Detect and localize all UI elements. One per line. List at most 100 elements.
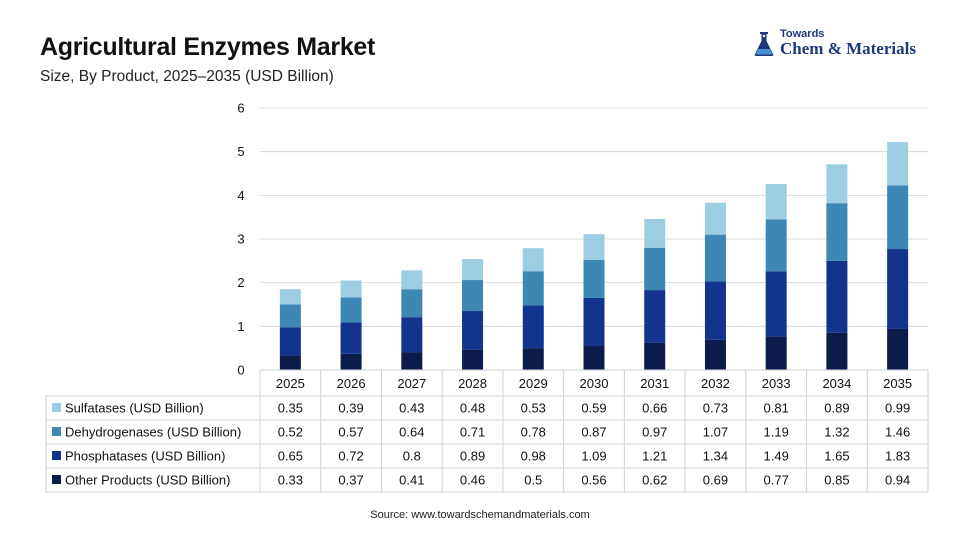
bar-segment xyxy=(887,249,909,329)
x-tick-label: 2025 xyxy=(276,376,305,391)
bar-segment xyxy=(583,234,605,260)
legend-label: Sulfatases (USD Billion) xyxy=(65,401,204,416)
bar-segment xyxy=(522,248,544,272)
table-cell: 0.89 xyxy=(460,449,485,464)
table-cell: 1.07 xyxy=(703,425,728,440)
table-cell: 0.66 xyxy=(642,401,667,416)
table-cell: 0.72 xyxy=(338,449,363,464)
bar-segment xyxy=(765,183,787,220)
table-cell: 0.8 xyxy=(403,449,421,464)
table-cell: 0.64 xyxy=(399,425,424,440)
table-cell: 0.33 xyxy=(278,473,303,488)
table-cell: 0.99 xyxy=(885,401,910,416)
bar-segment xyxy=(583,259,605,298)
legend-swatch xyxy=(52,475,61,484)
bars xyxy=(279,142,909,370)
table-cell: 0.71 xyxy=(460,425,485,440)
y-tick-label: 3 xyxy=(237,232,244,247)
bar-segment xyxy=(340,297,362,323)
table-cell: 1.34 xyxy=(703,449,728,464)
table-cell: 0.65 xyxy=(278,449,303,464)
table-cell: 0.98 xyxy=(521,449,546,464)
source-note: Source: www.towardschemandmaterials.com xyxy=(370,509,590,521)
legend-swatch xyxy=(52,427,61,436)
table-cell: 0.87 xyxy=(581,425,606,440)
table-cell: 0.59 xyxy=(581,401,606,416)
bar-segment xyxy=(583,345,605,370)
table-cell: 0.62 xyxy=(642,473,667,488)
x-tick-label: 2026 xyxy=(337,376,366,391)
table-cell: 0.73 xyxy=(703,401,728,416)
bar-segment xyxy=(522,271,544,306)
data-table: 2025 2026 2027 2028 2029 2030 2031 2032 2033 2034… xyxy=(45,369,929,493)
bar-segment xyxy=(826,203,848,261)
bar-segment xyxy=(887,142,909,186)
x-tick-label: 2030 xyxy=(580,376,609,391)
bar-segment xyxy=(401,289,423,318)
bar-segment xyxy=(644,247,666,291)
y-tick-label: 0 xyxy=(237,363,244,378)
flask-icon xyxy=(754,32,774,56)
table-cell: 0.37 xyxy=(338,473,363,488)
bar-segment xyxy=(644,218,666,248)
table-cell: 0.35 xyxy=(278,401,303,416)
x-tick-label: 2034 xyxy=(822,376,851,391)
y-tick-label: 5 xyxy=(237,144,244,159)
table-cell: 0.56 xyxy=(581,473,606,488)
y-tick-label: 2 xyxy=(237,275,244,290)
bar-segment xyxy=(279,289,301,305)
table-cell: 0.89 xyxy=(824,401,849,416)
y-tick-label: 6 xyxy=(237,101,244,116)
table-cell: 1.19 xyxy=(764,425,789,440)
table-cell: 0.46 xyxy=(460,473,485,488)
x-tick-label: 2031 xyxy=(640,376,669,391)
chart-subtitle: Size, By Product, 2025–2035 (USD Billion… xyxy=(40,68,334,85)
brand-logo: Towards Chem & Materials xyxy=(752,28,932,62)
x-tick-label: 2032 xyxy=(701,376,730,391)
bar-segment xyxy=(704,234,726,282)
table-cell: 1.09 xyxy=(581,449,606,464)
table-cell: 1.32 xyxy=(824,425,849,440)
bar-segment xyxy=(279,355,301,370)
bar-segment xyxy=(462,349,484,370)
bar-segment xyxy=(704,202,726,235)
bar-segment xyxy=(583,297,605,346)
table-cell: 0.48 xyxy=(460,401,485,416)
table-cell: 0.78 xyxy=(521,425,546,440)
legend-label: Phosphatases (USD Billion) xyxy=(65,449,225,464)
bar-segment xyxy=(401,270,423,290)
table-cell: 0.57 xyxy=(338,425,363,440)
bar-segment xyxy=(522,348,544,370)
table-cell: 1.65 xyxy=(824,449,849,464)
table-cell: 0.81 xyxy=(764,401,789,416)
legend-swatch xyxy=(52,403,61,412)
bar-segment xyxy=(462,311,484,350)
table-cell: 0.77 xyxy=(764,473,789,488)
table-cell: 1.21 xyxy=(642,449,667,464)
bar-segment xyxy=(401,352,423,370)
legend-label: Other Products (USD Billion) xyxy=(65,473,230,488)
legend-label: Dehydrogenases (USD Billion) xyxy=(65,425,241,440)
x-tick-label: 2035 xyxy=(883,376,912,391)
y-axis: 0 1 2 3 4 5 6 xyxy=(237,101,244,378)
table-cell: 0.94 xyxy=(885,473,910,488)
table-cell: 1.46 xyxy=(885,425,910,440)
table-cell: 0.53 xyxy=(521,401,546,416)
bar-segment xyxy=(765,336,787,370)
x-tick-label: 2028 xyxy=(458,376,487,391)
table-cell: 0.39 xyxy=(338,401,363,416)
table-cell: 0.5 xyxy=(524,473,542,488)
bar-segment xyxy=(887,328,909,370)
logo-main-text: Chem & Materials xyxy=(780,39,916,58)
y-tick-label: 4 xyxy=(237,188,244,203)
table-cell: 0.85 xyxy=(824,473,849,488)
bar-segment xyxy=(462,259,484,281)
chart-title: Agricultural Enzymes Market xyxy=(40,33,376,61)
bar-segment xyxy=(826,260,848,333)
bar-segment xyxy=(826,164,848,204)
legend-swatch xyxy=(52,451,61,460)
x-tick-label: 2033 xyxy=(762,376,791,391)
table-cell: 0.43 xyxy=(399,401,424,416)
bar-segment xyxy=(340,280,362,298)
